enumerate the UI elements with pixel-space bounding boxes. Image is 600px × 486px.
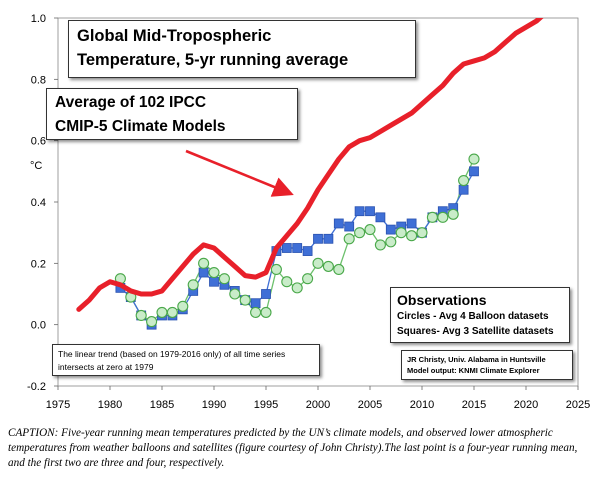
x-tick-label: 2015 (462, 399, 486, 411)
satellite-square-point (250, 298, 261, 309)
y-tick-label: -0.2 (27, 381, 46, 393)
satellite-square-point (354, 206, 365, 217)
y-tick-label: 1.0 (31, 13, 46, 25)
x-tick-label: 2000 (306, 399, 330, 411)
trend-note: The linear trend (based on 1979-2016 onl… (52, 344, 320, 376)
legend-balloon: Circles - Avg 4 Balloon datasets (397, 311, 549, 322)
y-tick-label: 0.2 (31, 258, 46, 270)
models-label-arrow (185, 149, 294, 197)
credit-note: JR Christy, Univ. Alabama in Huntsville … (401, 350, 573, 380)
balloon-circle-point (447, 208, 459, 220)
balloon-circle-point (187, 279, 199, 291)
balloon-circle-point (302, 273, 314, 285)
balloon-circle-point (177, 300, 189, 312)
satellite-square-point (261, 289, 271, 299)
balloon-circle-point (322, 260, 334, 272)
balloon-circle-point (270, 263, 282, 276)
satellite-square-point (385, 224, 396, 235)
balloon-circle-point (343, 233, 355, 245)
balloon-circle-point (260, 306, 272, 318)
legend-satellite: Squares- Avg 3 Satellite datasets (397, 326, 554, 337)
balloon-circle-point (208, 266, 220, 279)
balloon-circle-point (239, 294, 251, 306)
balloon-circle-point (312, 257, 324, 269)
balloon-circle-point (229, 288, 241, 300)
x-tick-label: 2025 (566, 399, 590, 411)
y-axis-unit: °C (30, 160, 43, 172)
y-tick-label: 0.6 (31, 136, 46, 148)
satellite-square-point (375, 212, 386, 223)
x-tick-label: 1980 (98, 399, 122, 411)
credit-line2: Model output: KNMI Climate Explorer (407, 366, 540, 375)
chart-title: Global Mid-Tropospheric Temperature, 5-y… (68, 20, 416, 78)
satellite-square-point (344, 221, 355, 232)
satellite-square-point (292, 243, 303, 253)
balloon-circle-point (250, 306, 262, 318)
balloon-circle-point (468, 153, 480, 165)
models-label-line1: Average of 102 IPCC (55, 94, 207, 111)
satellite-square-point (469, 166, 479, 177)
satellite-square-point (313, 233, 323, 244)
balloon-circle-point (354, 227, 366, 239)
satellite-square-point (302, 246, 313, 256)
chart-title-line1: Global Mid-Tropospheric (77, 27, 272, 45)
satellite-square-point (209, 276, 219, 287)
satellite-square-point (333, 218, 344, 229)
models-average-line (76, 18, 544, 312)
temperature-chart: -0.2 0.0 0.2 0.4 0.6 0.8 1.0 1975 1980 1985 1990 19… (27, 13, 590, 411)
x-tick-label: 1990 (202, 399, 226, 411)
satellite-square-point (323, 233, 334, 244)
balloon-circle-point (218, 273, 230, 285)
y-tick-label: 0.0 (31, 320, 46, 332)
balloon-circle-point (291, 282, 303, 294)
models-label: Average of 102 IPCC CMIP-5 Climate Model… (46, 88, 298, 140)
balloon-circle-point (135, 309, 147, 322)
balloon-circle-point (395, 227, 407, 239)
y-tick-label: 0.4 (31, 197, 46, 209)
balloon-circle-point (198, 257, 210, 269)
satellite-square-point (458, 184, 469, 195)
figure-caption: CAPTION: Five-year running mean temperat… (8, 427, 578, 469)
observations-title: Observations (397, 292, 487, 308)
chart-title-line2: Temperature, 5-yr running average (77, 51, 349, 69)
y-tick-label: 0.8 (31, 74, 46, 86)
satellite-square-point (406, 218, 417, 229)
balloon-circle-point (374, 239, 386, 251)
x-tick-label: 2020 (514, 399, 538, 411)
balloon-circle-point (166, 306, 178, 318)
observations-legend: Observations Circles - Avg 4 Balloon dat… (390, 287, 570, 343)
x-tick-label: 2005 (358, 399, 382, 411)
balloon-circle-point (281, 276, 293, 288)
satellite-square-point (198, 267, 209, 278)
satellite-square-point (365, 206, 375, 217)
x-tick-label: 1995 (254, 399, 278, 411)
balloon-circle-point (406, 230, 418, 242)
balloon-circle-point (437, 211, 449, 223)
balloon-circle-point (156, 306, 168, 318)
x-tick-label: 2010 (410, 399, 434, 411)
satellite-square-point (281, 243, 292, 253)
x-tick-label: 1975 (46, 399, 70, 411)
balloon-circle-point (458, 174, 470, 187)
x-tick-label: 1985 (150, 399, 174, 411)
balloon-circle-point (333, 263, 345, 276)
models-label-line2: CMIP-5 Climate Models (55, 118, 226, 135)
balloon-circle-point (416, 227, 428, 239)
balloon-circle-point (385, 236, 397, 248)
balloon-circle-point (364, 224, 376, 236)
balloon-circle-point (426, 211, 438, 223)
credit-line1: JR Christy, Univ. Alabama in Huntsville (407, 355, 546, 364)
balloon-circle-point (146, 316, 158, 328)
